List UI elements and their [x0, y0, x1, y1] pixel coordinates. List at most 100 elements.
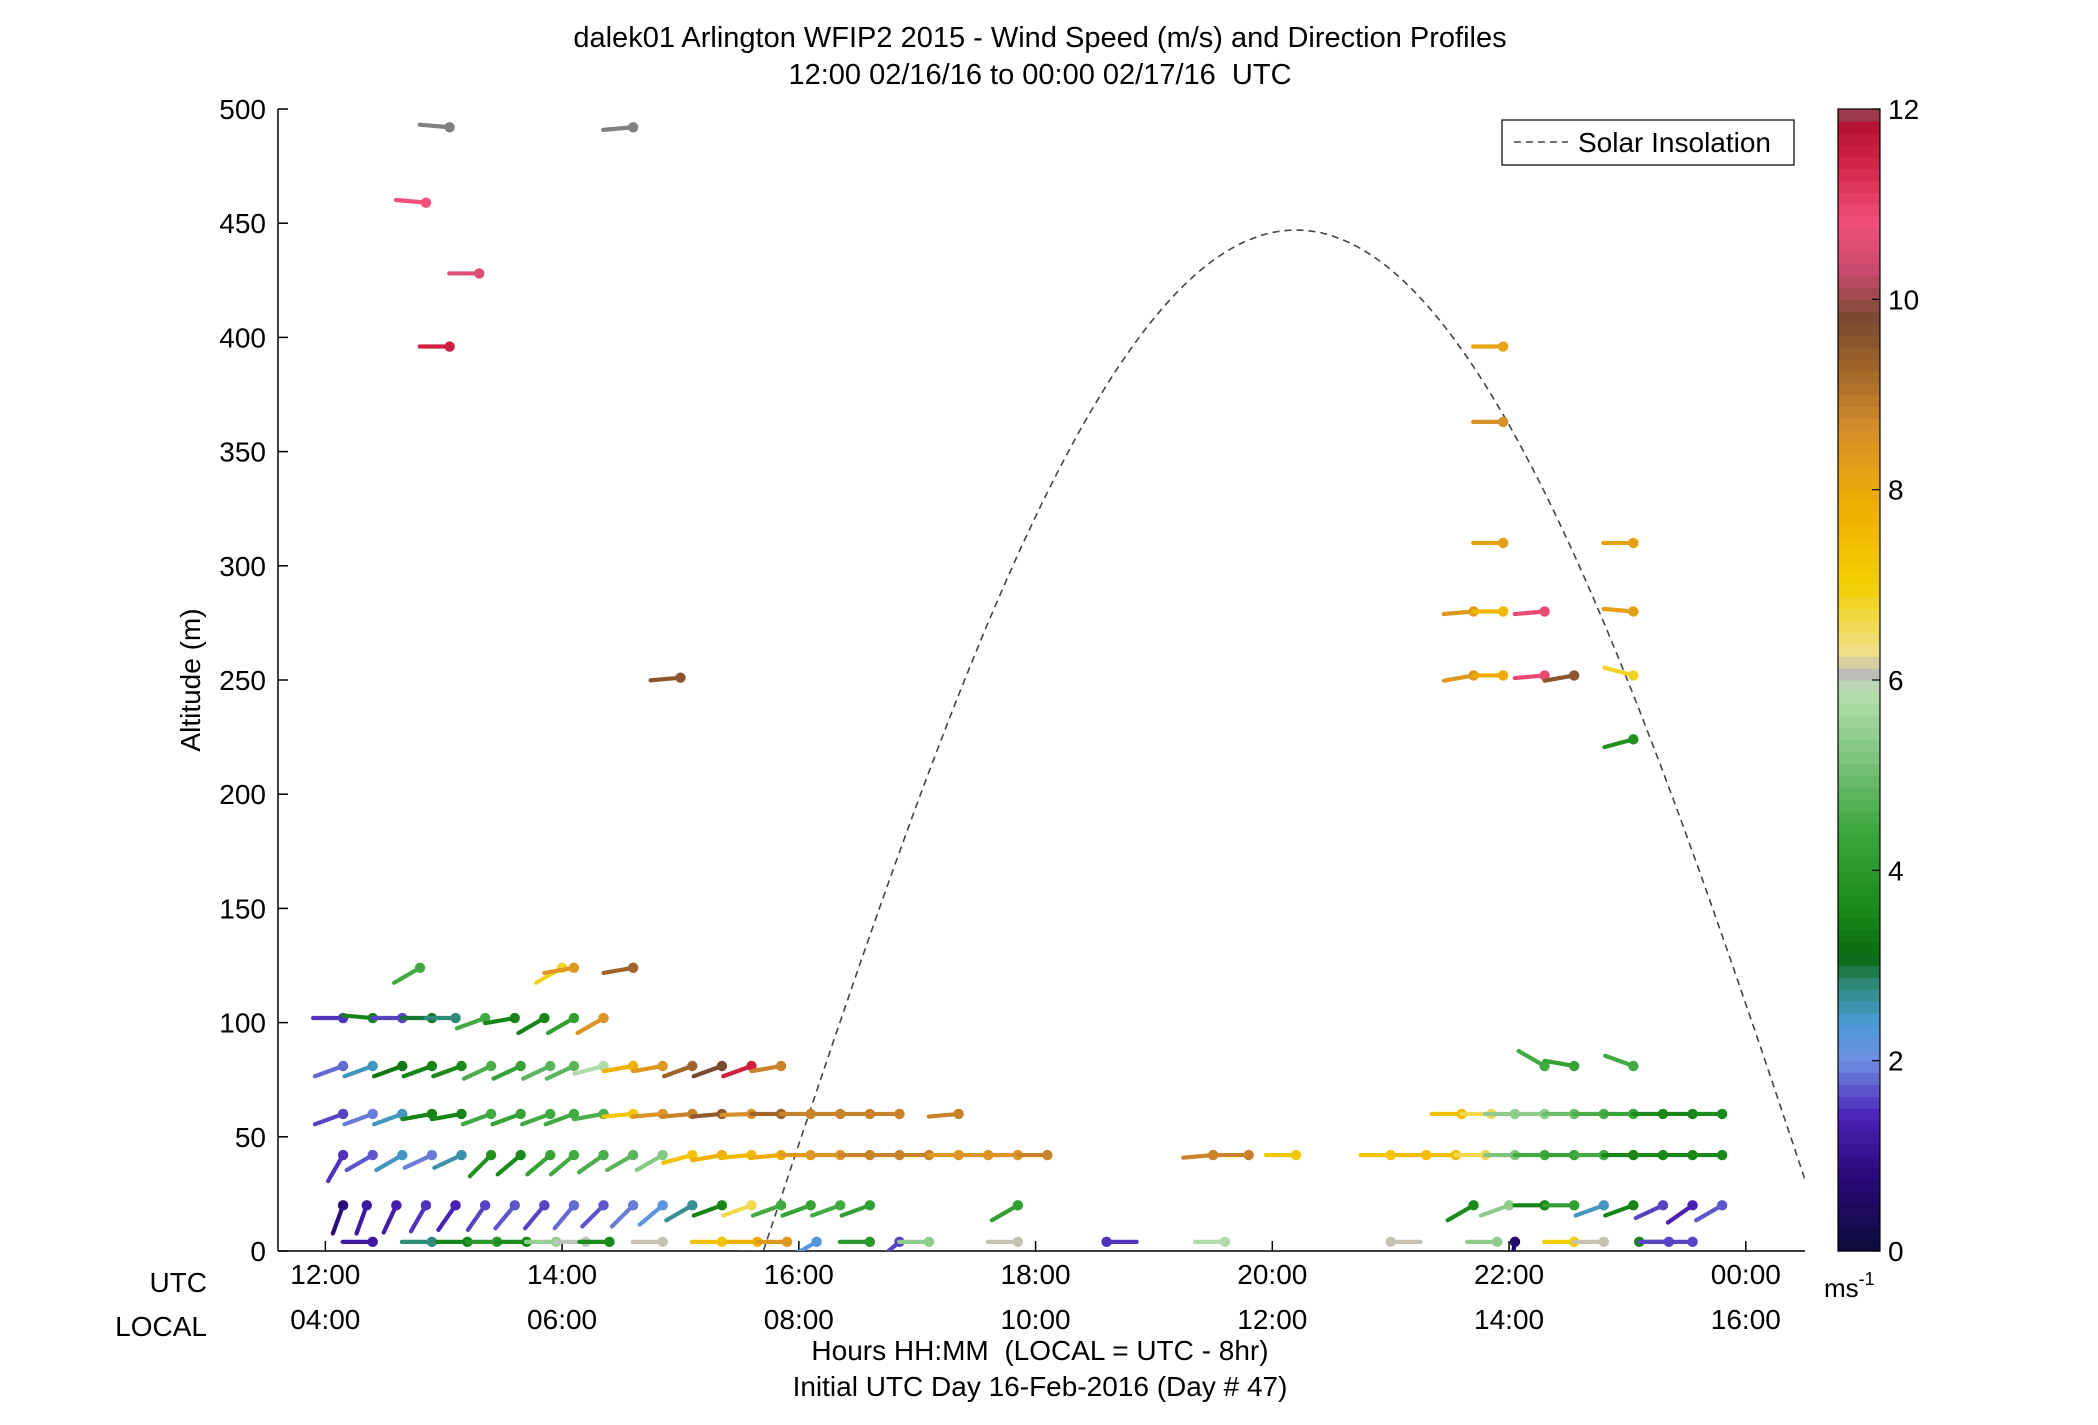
wind-barb [754, 1236, 793, 1248]
x-tick-label-utc: 16:00 [764, 1259, 834, 1290]
wind-barb [1665, 1200, 1698, 1225]
wind-barb-dot [1657, 1200, 1669, 1211]
wind-barb [750, 1200, 787, 1218]
wind-barb [1601, 606, 1639, 617]
wind-barb [543, 1108, 580, 1127]
wind-barb [989, 1200, 1024, 1223]
wind-barb-dot [657, 1149, 668, 1161]
x-tick-label-utc: 22:00 [1474, 1259, 1544, 1290]
wind-barb-dot [1628, 537, 1639, 549]
wind-barb-dot [426, 1060, 438, 1072]
wind-barb [381, 1200, 402, 1235]
y-tick-label: 350 [219, 437, 266, 468]
x-tick-label-utc: 12:00 [290, 1259, 360, 1290]
wind-barb-dot [539, 1200, 550, 1211]
wind-barb [545, 1012, 580, 1036]
wind-barb [330, 1200, 349, 1236]
wind-barb-dot [746, 1200, 757, 1211]
wind-barb-dot [1539, 1060, 1550, 1072]
colorbar-segment [1838, 977, 1880, 990]
colorbar-segment [1838, 335, 1880, 348]
wind-barb-dot [568, 1060, 580, 1072]
wind-barb [371, 1060, 408, 1079]
wind-barb [1471, 341, 1509, 352]
colorbar-segment [1838, 1001, 1880, 1014]
colorbar-segment [1838, 822, 1880, 836]
wind-barb-dot [1716, 1200, 1728, 1211]
wind-barb [601, 1060, 639, 1074]
wind-barb-dot [627, 1149, 639, 1161]
wind-barb [1445, 1200, 1479, 1223]
wind-barb [326, 1149, 349, 1184]
colorbar-segment [1838, 680, 1880, 693]
colorbar: 0 2 4 6 8 10 12 ms-1 [1824, 94, 1919, 1303]
wind-barb-dot [811, 1236, 822, 1248]
wind-barb-dot [568, 1012, 580, 1024]
wind-barb [312, 1060, 349, 1079]
wind-barb [401, 1060, 438, 1079]
wind-barb [721, 1200, 757, 1218]
colorbar-segment [1838, 656, 1880, 669]
wind-barb-dot [598, 1060, 609, 1072]
colorbar-unit-exponent: -1 [1859, 1269, 1875, 1289]
wind-barb-dot [1492, 1236, 1503, 1248]
wind-barb [648, 672, 686, 683]
wind-barb [1512, 670, 1550, 681]
wind-barb [664, 1200, 698, 1223]
wind-barb-dot [1497, 341, 1509, 352]
colorbar-segment [1838, 1024, 1880, 1038]
wind-barb-dot [1598, 1200, 1609, 1211]
wind-barb [631, 1060, 668, 1074]
wind-barb-dot [456, 1149, 467, 1161]
wind-barb-dot [1497, 606, 1509, 617]
colorbar-segment [1838, 442, 1880, 455]
wind-barb-dot [509, 1200, 520, 1211]
wind-barb [1542, 1200, 1580, 1211]
wind-barb-dot [515, 1149, 526, 1161]
wind-barb [601, 122, 639, 133]
wind-barb-dot [1012, 1236, 1024, 1248]
wind-barb-dot [337, 1200, 349, 1211]
colorbar-unit-text: ms [1824, 1273, 1859, 1303]
colorbar-segment [1838, 989, 1880, 1002]
wind-barb-dot [414, 962, 426, 973]
wind-barb-dot [515, 1108, 526, 1120]
wind-barb-dot [485, 1149, 497, 1161]
y-tick-label: 250 [219, 665, 266, 696]
x-tick-label-utc: 20:00 [1237, 1259, 1307, 1290]
wind-barb-dot [450, 1200, 461, 1211]
wind-barb [1478, 1200, 1515, 1218]
colorbar-segment [1838, 1167, 1880, 1181]
wind-barb-dot [545, 1060, 556, 1072]
colorbar-segment [1838, 608, 1880, 622]
colorbar-segment [1838, 204, 1880, 217]
wind-barb-dot [367, 1149, 378, 1161]
wind-barb-dot [1290, 1149, 1302, 1161]
colorbar-segment [1838, 1179, 1880, 1193]
colorbar-segment [1838, 287, 1880, 300]
wind-barb [1465, 1236, 1503, 1248]
x-axis-label-day: Initial UTC Day 16-Feb-2016 (Day # 47) [793, 1371, 1288, 1402]
wind-barb [342, 1108, 378, 1127]
wind-barb-dot [1568, 1060, 1580, 1072]
wind-barb-dot [657, 1060, 668, 1072]
wind-barb [417, 341, 455, 352]
wind-barb-dot [1503, 1200, 1515, 1211]
colorbar-segment [1838, 275, 1880, 289]
wind-barb [1694, 1200, 1728, 1223]
wind-barb [1509, 1236, 1521, 1251]
wind-barb-dot [1243, 1149, 1254, 1161]
colorbar-segment [1838, 1227, 1880, 1240]
wind-barb [1471, 670, 1509, 681]
wind-barb [544, 1060, 580, 1081]
colorbar-segment [1838, 109, 1880, 122]
wind-barb [1542, 670, 1580, 683]
wind-barb-dot [545, 1108, 556, 1120]
wind-barb-dot [1628, 606, 1639, 617]
chart-subtitle: 12:00 02/16/16 to 00:00 02/17/16 UTC [788, 59, 1291, 91]
wind-barb-dot [420, 197, 432, 208]
colorbar-segment [1838, 572, 1880, 586]
x-axis-label: Hours HH:MM (LOCAL = UTC - 8hr) [811, 1335, 1268, 1366]
colorbar-segment [1838, 1120, 1880, 1133]
colorbar-segment [1838, 1132, 1880, 1145]
